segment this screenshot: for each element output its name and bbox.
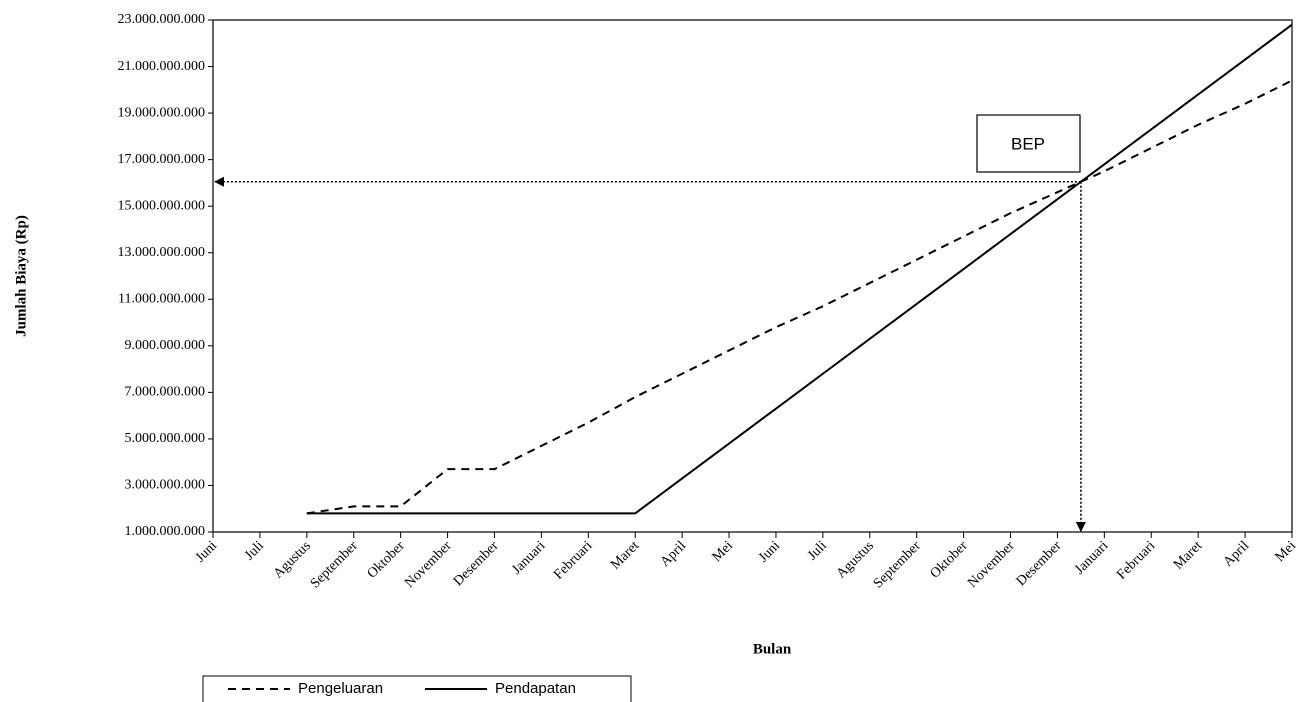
x-tick-label: Januari	[1072, 538, 1111, 577]
x-tick-label: Februari	[551, 538, 595, 582]
y-tick-label: 15.000.000.000	[118, 198, 206, 213]
x-tick-label: Januari	[509, 538, 548, 577]
annotation: BEP	[1011, 134, 1045, 153]
legend-label: Pendapatan	[495, 680, 576, 697]
legend-label: Pengeluaran	[298, 680, 383, 697]
annotation-box	[976, 114, 1081, 173]
x-tick-label: Mei	[1273, 538, 1300, 565]
series-line	[306, 23, 1293, 515]
y-tick-label: 23.000.000.000	[118, 12, 206, 27]
series-line	[306, 79, 1293, 515]
x-tick-label: Desember	[1014, 538, 1065, 589]
x-axis-title: Bulan	[753, 641, 792, 657]
x-tick-label: Juni	[756, 538, 783, 565]
x-tick-label: November	[402, 538, 455, 591]
x-tick-label: Juli	[242, 538, 267, 563]
y-tick-label: 19.000.000.000	[118, 105, 206, 120]
x-tick-label: Desember	[451, 538, 502, 589]
x-tick-label: April	[658, 538, 690, 570]
y-tick-label: 13.000.000.000	[118, 245, 206, 260]
x-tick-label: Agustus	[834, 538, 877, 581]
x-tick-label: Agustus	[271, 538, 314, 581]
x-tick-label: Maret	[1171, 538, 1205, 572]
x-tick-label: April	[1221, 538, 1253, 570]
y-tick-label: 7.000.000.000	[125, 385, 206, 400]
y-tick-label: 17.000.000.000	[118, 152, 206, 167]
x-tick-label: September	[308, 538, 361, 591]
y-tick-label: 5.000.000.000	[125, 431, 206, 446]
x-tick-label: September	[871, 538, 924, 591]
y-tick-label: 21.000.000.000	[118, 59, 206, 74]
x-tick-label: Oktober	[928, 538, 971, 581]
y-tick-label: 3.000.000.000	[125, 478, 206, 493]
x-tick-label: Mei	[710, 538, 737, 565]
x-tick-label: Juli	[805, 538, 830, 563]
x-tick-label: Juni	[193, 538, 220, 565]
x-tick-label: Oktober	[365, 538, 408, 581]
x-tick-label: Maret	[608, 538, 642, 572]
x-tick-label: Februari	[1114, 538, 1158, 582]
y-tick-label: 9.000.000.000	[125, 338, 206, 353]
y-axis-title: Jumlah Biaya (Rp)	[13, 215, 29, 337]
plot-frame	[212, 19, 1293, 533]
x-tick-label: November	[965, 538, 1018, 591]
y-tick-label: 11.000.000.000	[118, 291, 205, 306]
y-tick-label: 1.000.000.000	[125, 524, 206, 539]
